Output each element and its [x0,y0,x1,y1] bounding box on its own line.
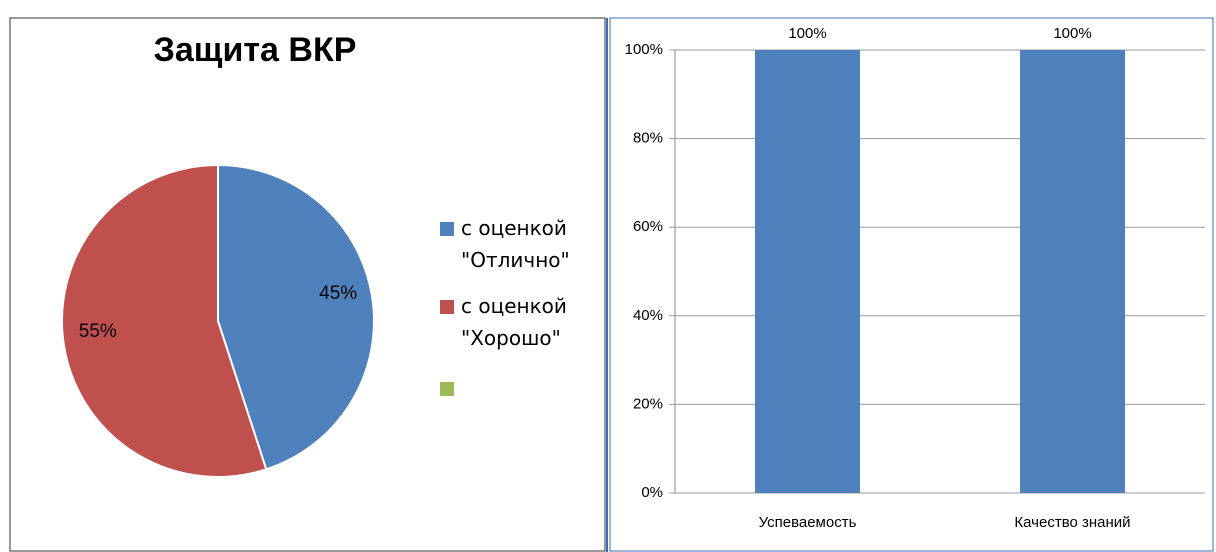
y-tick-label: 0% [641,484,663,501]
legend-label: с оценкой "Отлично" [461,216,570,272]
legend-swatch [440,222,454,236]
x-tick-label: Успеваемость [759,514,857,531]
slice-label: 55% [79,321,117,342]
slice-label: 45% [319,283,357,304]
y-tick-label: 100% [625,41,663,58]
bar [1020,50,1125,493]
y-tick-label: 80% [633,130,663,147]
value-label: 100% [788,25,826,42]
y-tick-label: 60% [633,218,663,235]
legend-swatch [440,300,454,314]
legend-label: с оценкой "Хорошо" [461,294,567,350]
pie-slice [61,163,268,478]
bar [755,50,860,493]
pie-slice [217,163,375,471]
y-tick-label: 20% [633,395,663,412]
x-tick-label: Качество знаний [1014,514,1130,531]
value-label: 100% [1053,25,1091,42]
pie-title: Защита ВКР [154,31,357,69]
legend-swatch [440,382,454,396]
y-tick-label: 40% [633,307,663,324]
